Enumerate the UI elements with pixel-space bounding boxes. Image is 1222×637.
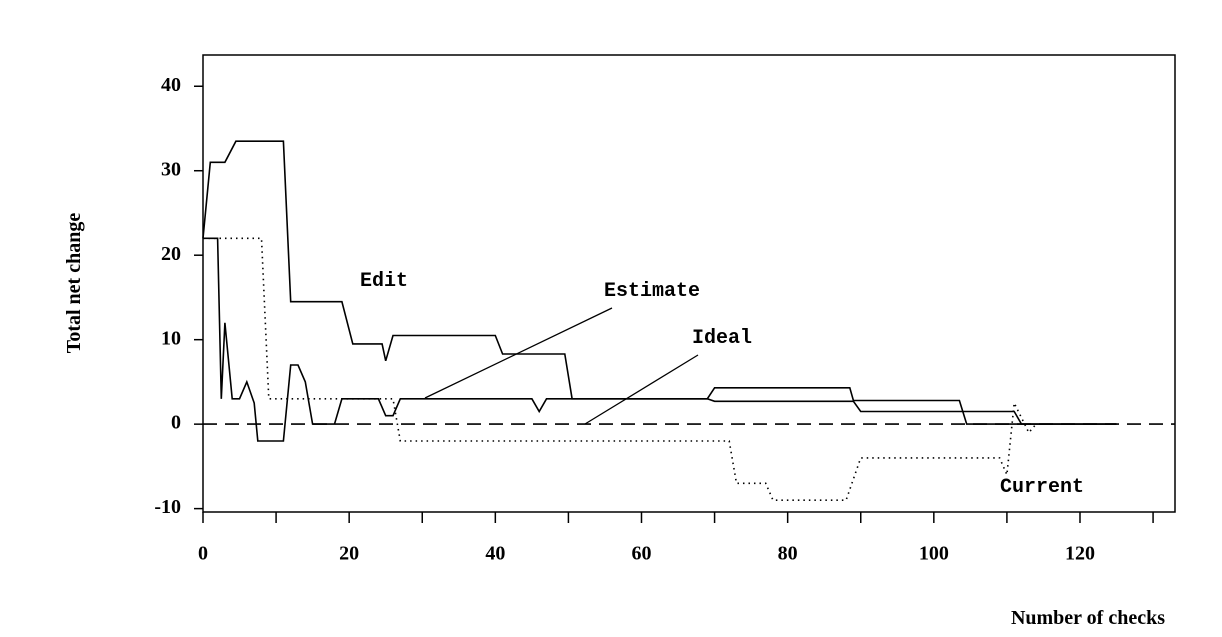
- y-tick-label: -10: [154, 496, 181, 518]
- series-label: Estimate: [604, 280, 700, 303]
- x-tick-label: 100: [919, 543, 949, 565]
- x-tick-label: 60: [631, 543, 651, 565]
- x-tick-label: 80: [778, 543, 798, 565]
- y-tick-label: 10: [161, 327, 181, 349]
- y-tick-label: 40: [161, 74, 181, 96]
- estimate-pointer: [424, 307, 613, 399]
- series-line: [202, 140, 1117, 425]
- x-tick-label: 20: [339, 543, 359, 565]
- series-label: Edit: [360, 270, 408, 293]
- plot-frame: [202, 54, 1176, 513]
- ideal-pointer: [584, 354, 699, 425]
- series-label: Current: [1000, 476, 1084, 499]
- series-label: Ideal: [692, 327, 752, 350]
- x-tick-label: 0: [198, 543, 208, 565]
- y-tick-label: 30: [161, 158, 181, 180]
- x-tick-label: 120: [1065, 543, 1095, 565]
- y-tick-label: 0: [171, 412, 181, 434]
- y-tick-label: 20: [161, 243, 181, 265]
- x-tick-label: 40: [485, 543, 505, 565]
- series-line: [203, 237, 1117, 442]
- x-axis-title: Number of checks: [1011, 607, 1165, 629]
- y-axis-title: Total net change: [63, 213, 85, 354]
- series-line: [203, 237, 1037, 501]
